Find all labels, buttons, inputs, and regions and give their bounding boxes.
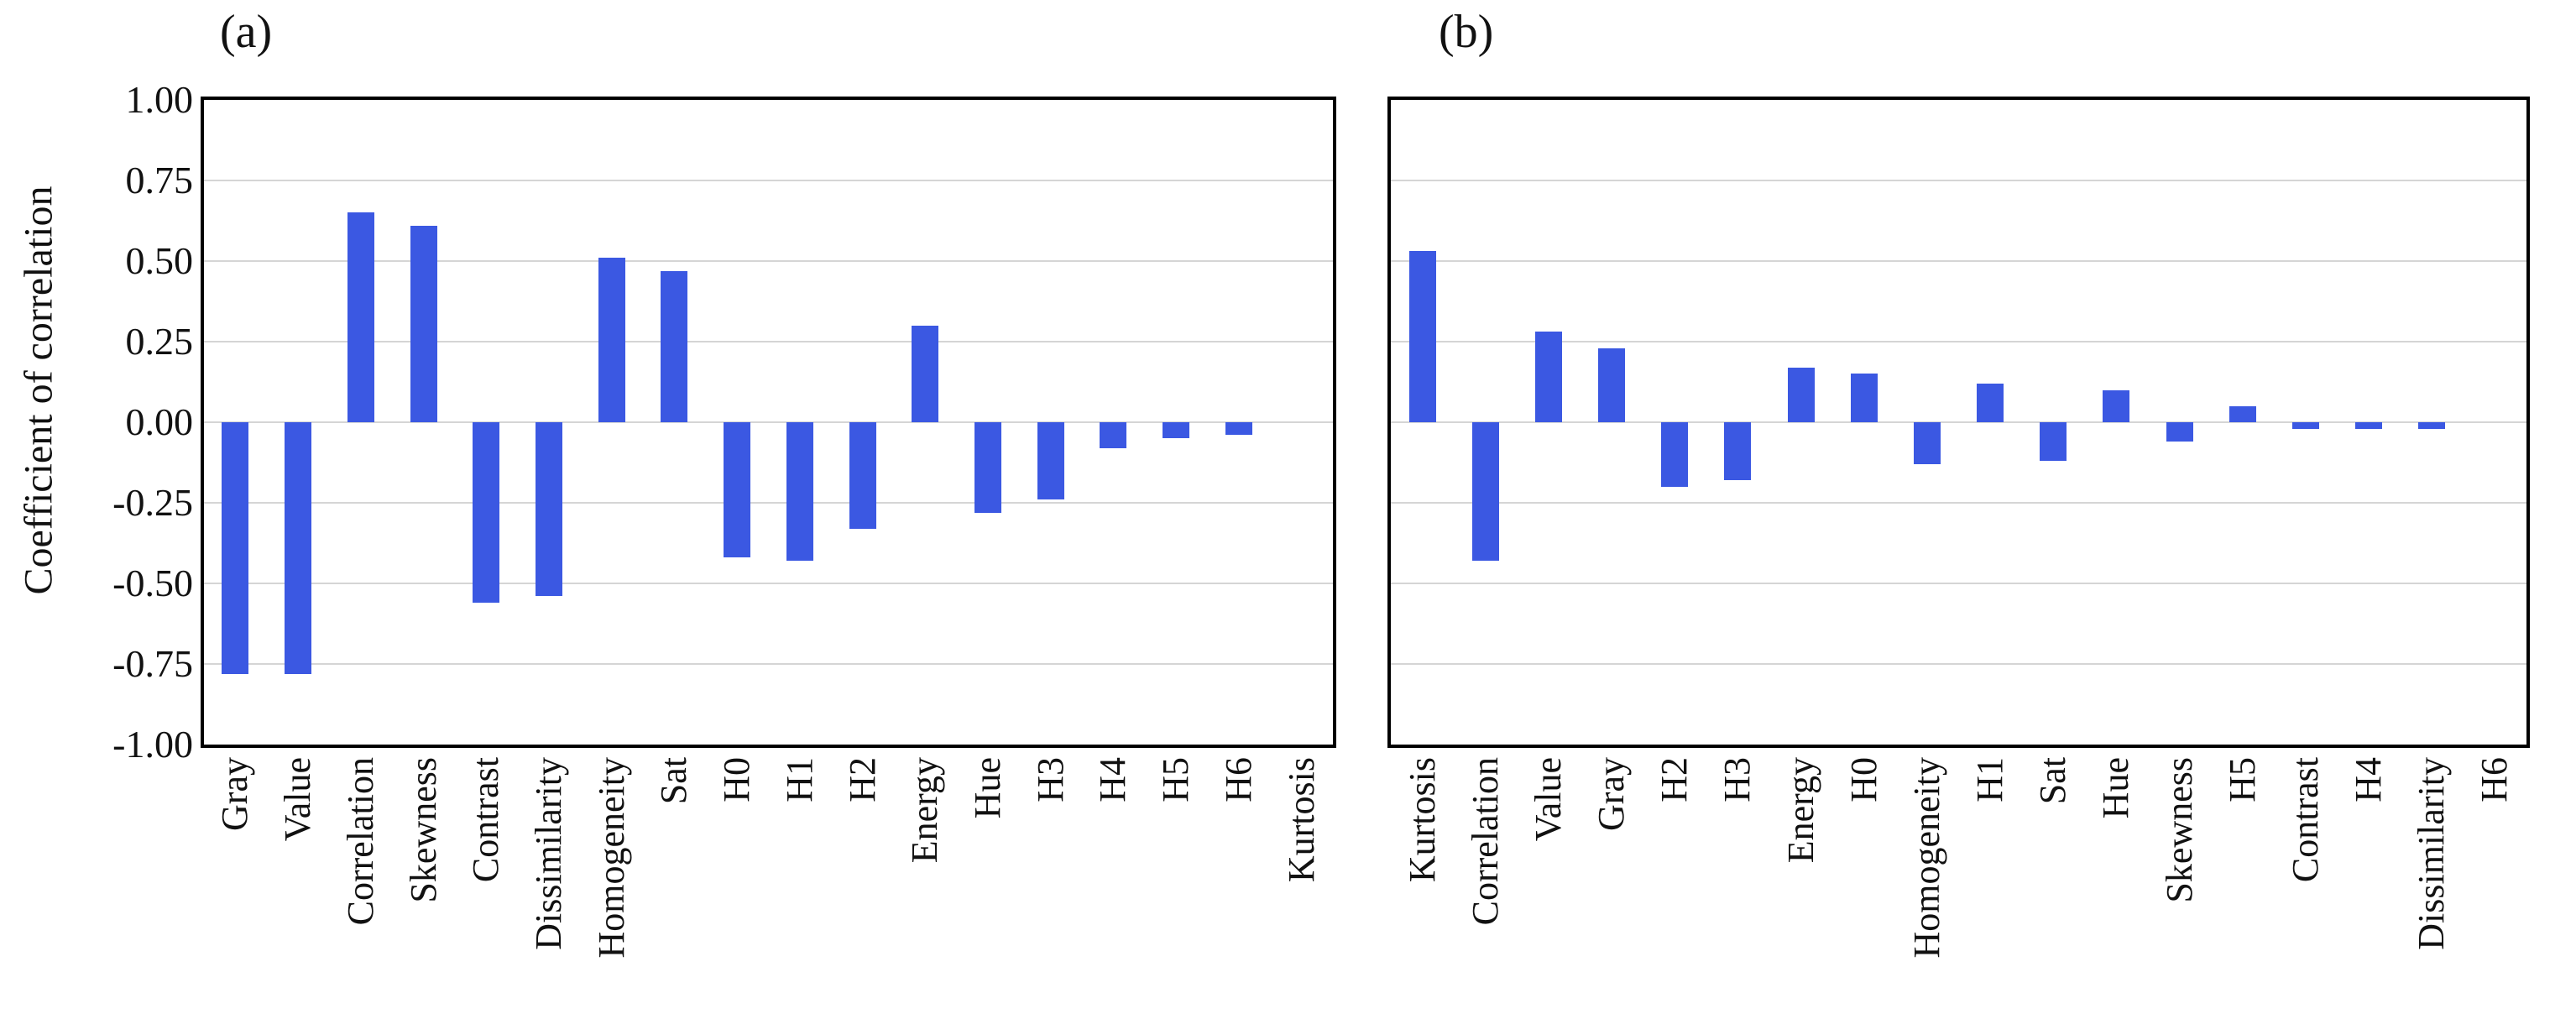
gridline: [204, 341, 1333, 342]
bar-energy: [1788, 367, 1815, 422]
y-tick-label: -0.25: [112, 481, 193, 524]
y-tick-label: 0.75: [125, 159, 194, 201]
x-tick-label-h0: H0: [1843, 757, 1884, 802]
plot-area-b: [1387, 97, 2530, 748]
x-tick-label-h4: H4: [1092, 757, 1133, 802]
bar-dissimilarity: [536, 422, 562, 596]
bar-hue: [974, 422, 1001, 513]
gridline: [1391, 583, 2526, 584]
bar-dissimilarity: [2418, 422, 2445, 429]
bar-skewness: [410, 225, 437, 422]
x-tick-label-hue: Hue: [2095, 757, 2136, 819]
x-tick-label-h2: H2: [1654, 757, 1695, 802]
x-tick-label-sat: Sat: [2032, 757, 2073, 805]
bar-correlation: [347, 212, 374, 423]
gridline: [1391, 260, 2526, 262]
gridline: [1391, 180, 2526, 181]
bar-sat: [661, 270, 687, 422]
x-tick-label-h5: H5: [1155, 757, 1196, 802]
bar-h0: [1851, 374, 1878, 423]
x-tick-label-h6: H6: [1218, 757, 1259, 802]
bar-value: [285, 422, 311, 674]
y-tick-label: -0.50: [112, 562, 193, 604]
bar-gray: [222, 422, 248, 674]
y-tick-label: 0.50: [125, 239, 194, 282]
x-tick-label-h6: H6: [2474, 757, 2515, 802]
y-tick-label: 0.25: [125, 320, 194, 363]
bar-h3: [1037, 422, 1064, 499]
bar-gray: [1598, 348, 1625, 422]
y-tick-label: -0.75: [112, 642, 193, 685]
bar-h2: [1661, 422, 1688, 487]
bar-skewness: [2166, 422, 2193, 442]
x-tick-label-h1: H1: [779, 757, 820, 802]
panel-title-b: (b): [1439, 6, 1494, 58]
gridline: [204, 583, 1333, 584]
y-tick-label: 0.00: [125, 400, 194, 443]
x-tick-label-kurtosis: Kurtosis: [1281, 757, 1322, 883]
x-tick-label-h3: H3: [1716, 757, 1758, 802]
plot-area-a: [201, 97, 1336, 748]
gridline: [1391, 341, 2526, 342]
gridline: [1391, 421, 2526, 423]
bar-h5: [1163, 422, 1189, 438]
bar-sat: [2040, 422, 2067, 461]
gridline: [204, 260, 1333, 262]
bar-hue: [2103, 389, 2129, 422]
panel-title-a: (a): [220, 6, 273, 58]
bar-h3: [1724, 422, 1751, 480]
bar-homogeneity: [598, 258, 625, 423]
y-tick-label: 1.00: [125, 78, 194, 121]
bar-h4: [1100, 422, 1126, 448]
gridline: [1391, 663, 2526, 665]
bar-correlation: [1472, 422, 1499, 561]
bar-h6: [1225, 422, 1252, 435]
bar-contrast: [473, 422, 499, 603]
bar-kurtosis: [1409, 251, 1436, 423]
bar-h2: [849, 422, 876, 529]
bar-h5: [2229, 405, 2256, 422]
bar-energy: [912, 325, 938, 422]
gridline: [204, 421, 1333, 423]
gridline: [1391, 502, 2526, 504]
x-tick-label-hue: Hue: [967, 757, 1008, 819]
x-tick-label-h2: H2: [842, 757, 883, 802]
x-tick-label-h1: H1: [1969, 757, 2010, 802]
gridline: [204, 180, 1333, 181]
bar-value: [1535, 332, 1562, 423]
bar-h0: [724, 422, 750, 557]
bar-h4: [2355, 422, 2382, 429]
x-tick-label-h5: H5: [2222, 757, 2263, 802]
bar-h1: [1977, 383, 2004, 422]
x-tick-label-h4: H4: [2348, 757, 2389, 802]
bar-h1: [786, 422, 813, 561]
gridline: [204, 663, 1333, 665]
bar-contrast: [2292, 422, 2319, 429]
x-tick-label-h0: H0: [716, 757, 757, 802]
y-tick-label: -1.00: [112, 723, 193, 766]
x-tick-label-h3: H3: [1030, 757, 1071, 802]
gridline: [204, 502, 1333, 504]
x-tick-label-sat: Sat: [653, 757, 694, 805]
bar-homogeneity: [1914, 422, 1941, 464]
